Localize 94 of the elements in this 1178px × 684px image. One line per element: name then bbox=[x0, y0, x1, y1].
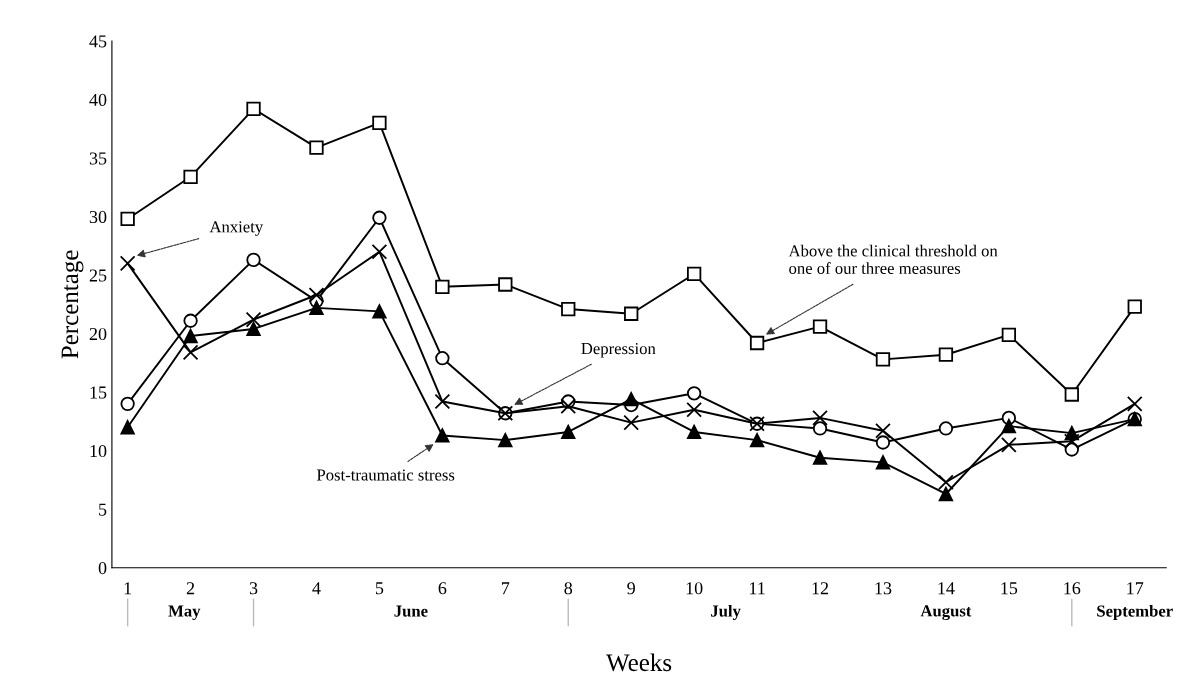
point bbox=[686, 266, 702, 282]
point bbox=[120, 211, 135, 227]
point bbox=[812, 410, 828, 426]
y-tick-label: 10 bbox=[90, 444, 107, 458]
x-tick-label: 9 bbox=[627, 582, 635, 595]
y-tick-label: 45 bbox=[89, 35, 107, 48]
series-label: Post-traumatic stress bbox=[316, 469, 455, 481]
y-tick-label: 20 bbox=[89, 327, 107, 341]
point bbox=[371, 243, 388, 260]
point bbox=[1126, 396, 1143, 412]
x-tick-label: 5 bbox=[375, 582, 384, 595]
point bbox=[498, 277, 513, 292]
x-tick-label: 6 bbox=[438, 582, 447, 595]
text: July bbox=[711, 604, 741, 621]
point bbox=[624, 392, 639, 407]
point bbox=[1001, 327, 1017, 342]
x-axis-title: Weeks bbox=[606, 653, 672, 672]
x-tick-label: 3 bbox=[249, 582, 258, 595]
point bbox=[686, 424, 702, 440]
x-tick-label: 14 bbox=[938, 582, 955, 595]
y-tick-label: 15 bbox=[90, 386, 107, 399]
point bbox=[1064, 387, 1079, 402]
y-tick-label: 30 bbox=[89, 210, 107, 224]
point bbox=[498, 432, 513, 448]
x-tick-label: 4 bbox=[312, 582, 321, 595]
x-tick-label: 11 bbox=[749, 582, 765, 595]
text: June bbox=[394, 605, 428, 617]
point bbox=[938, 486, 954, 502]
point bbox=[561, 424, 576, 440]
point bbox=[435, 351, 450, 366]
point bbox=[812, 319, 828, 334]
point bbox=[246, 252, 261, 268]
point bbox=[372, 115, 387, 131]
point bbox=[938, 421, 954, 436]
point bbox=[246, 101, 261, 117]
text: August bbox=[920, 605, 972, 621]
point bbox=[875, 455, 891, 470]
point bbox=[1001, 436, 1017, 453]
point bbox=[875, 352, 891, 367]
point bbox=[309, 140, 324, 155]
point bbox=[1001, 418, 1017, 434]
point bbox=[120, 396, 135, 412]
x-tick-label: 1 bbox=[124, 582, 132, 595]
point bbox=[812, 450, 828, 465]
y-axis-title: Percentage bbox=[61, 250, 84, 359]
text: Anxiety bbox=[209, 221, 264, 236]
point bbox=[875, 435, 891, 450]
x-tick-label: 2 bbox=[186, 582, 195, 595]
point bbox=[309, 300, 324, 316]
point bbox=[560, 398, 577, 415]
x-tick-label: 10 bbox=[686, 582, 703, 595]
point bbox=[624, 306, 639, 321]
text: May bbox=[168, 605, 201, 621]
point bbox=[183, 313, 198, 328]
x-tick-label: 16 bbox=[1064, 582, 1081, 595]
point bbox=[434, 393, 451, 410]
point bbox=[182, 344, 199, 361]
y-tick-label: 5 bbox=[99, 503, 107, 516]
y-tick-label: 40 bbox=[89, 93, 107, 106]
point bbox=[749, 432, 765, 448]
text: Above the clinical threshold on one of our three measures bbox=[788, 244, 998, 274]
point bbox=[1064, 425, 1079, 441]
y-tick-label: 35 bbox=[89, 152, 107, 165]
point bbox=[938, 474, 954, 491]
x-tick-label: 17 bbox=[1127, 582, 1144, 595]
x-tick-label: 15 bbox=[1001, 582, 1018, 595]
x-tick-label: 7 bbox=[501, 582, 510, 595]
point bbox=[938, 347, 954, 362]
point bbox=[749, 335, 765, 351]
text: September bbox=[1097, 604, 1173, 621]
point bbox=[183, 328, 198, 344]
point bbox=[875, 422, 891, 439]
y-tick-label: 0 bbox=[98, 561, 107, 575]
point bbox=[435, 279, 450, 294]
point bbox=[372, 210, 387, 225]
point bbox=[561, 301, 576, 317]
point bbox=[686, 386, 702, 401]
point bbox=[183, 169, 198, 184]
point bbox=[623, 414, 640, 431]
text: Depression bbox=[581, 343, 656, 358]
x-tick-label: 13 bbox=[875, 582, 892, 595]
point bbox=[812, 421, 828, 436]
x-tick-label: 12 bbox=[812, 582, 829, 595]
point bbox=[1127, 299, 1142, 314]
point bbox=[308, 287, 325, 303]
point bbox=[372, 304, 387, 319]
point bbox=[246, 321, 261, 337]
point bbox=[686, 401, 702, 418]
x-tick-label: 8 bbox=[564, 582, 573, 595]
point bbox=[435, 428, 450, 443]
point bbox=[120, 420, 135, 435]
y-tick-label: 25 bbox=[89, 269, 107, 282]
point bbox=[245, 311, 262, 328]
point bbox=[119, 255, 136, 272]
